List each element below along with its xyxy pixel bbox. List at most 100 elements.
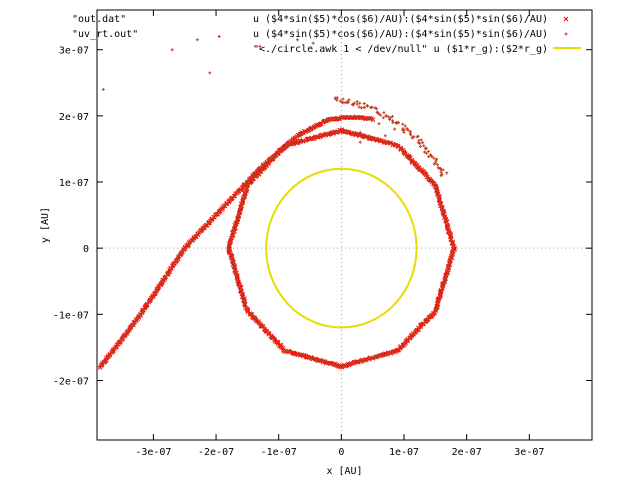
data-point-plus: [446, 229, 450, 233]
legend-title: "out.dat": [72, 14, 126, 25]
data-point-plus: [254, 174, 258, 178]
data-point-plus: [425, 317, 429, 321]
data-point-plus: [249, 313, 253, 317]
legend: "out.dat" u ($4*sin($5)*cos($6)/AU):($4*s…: [72, 14, 581, 55]
data-point-plus: [452, 245, 456, 249]
data-point-plus: [380, 352, 384, 356]
data-point-plus: [282, 348, 286, 352]
data-point-plus: [379, 138, 383, 142]
data-point-plus: [413, 332, 417, 336]
data-point-plus: [421, 322, 425, 326]
data-point-plus: [347, 98, 351, 102]
data-point-plus: [418, 168, 422, 172]
data-point-plus: [334, 129, 338, 133]
data-point-plus: [238, 211, 242, 215]
data-point-plus: [208, 71, 212, 75]
data-point-plus: [97, 365, 101, 369]
data-point-plus: [425, 151, 429, 155]
data-point-plus: [338, 365, 342, 369]
data-point-plus: [331, 129, 335, 133]
data-point-plus: [442, 284, 446, 288]
data-point-plus: [439, 296, 443, 300]
data-point-plus: [271, 157, 275, 161]
data-point-plus: [291, 137, 295, 141]
data-point-plus: [430, 313, 434, 317]
data-point-plus: [274, 152, 278, 156]
data-point-plus: [317, 121, 321, 125]
y-tick-label: 0: [83, 244, 89, 255]
data-point-plus: [232, 266, 236, 270]
data-point-plus: [177, 253, 181, 257]
data-point-plus: [248, 180, 252, 184]
data-point-plus: [146, 301, 150, 305]
legend-marker-x: [563, 16, 569, 22]
data-point-plus: [294, 142, 298, 146]
data-point-plus: [409, 133, 413, 137]
data-point-plus: [334, 97, 338, 101]
data-point-plus: [272, 154, 276, 158]
data-point-plus: [372, 355, 376, 359]
data-point-plus: [186, 243, 190, 247]
data-point-plus: [312, 357, 316, 361]
data-point-plus: [257, 321, 261, 325]
data-point-plus: [368, 135, 372, 139]
data-point-plus: [276, 151, 280, 155]
data-point-plus: [184, 246, 188, 250]
data-point-plus: [335, 364, 339, 368]
data-point-plus: [292, 140, 296, 144]
data-point-plus: [351, 361, 355, 365]
data-point-plus: [345, 365, 349, 369]
data-point-plus: [239, 210, 243, 214]
data-point-plus: [439, 205, 443, 209]
data-point-plus: [368, 137, 372, 141]
data-point-plus: [442, 208, 446, 212]
legend-expression: u ($4*sin($5)*cos($6)/AU):($4*sin($5)*si…: [253, 29, 548, 40]
data-point-plus: [299, 352, 303, 356]
data-point-plus: [449, 234, 453, 238]
data-point-plus: [225, 202, 229, 206]
data-point-plus: [141, 308, 145, 312]
data-point-plus: [135, 319, 139, 323]
data-point-plus: [204, 223, 208, 227]
data-point-plus: [381, 141, 385, 145]
data-point-plus: [435, 307, 439, 311]
data-point-plus: [401, 128, 405, 132]
y-tick-label: 1e-07: [59, 178, 89, 189]
data-point-plus: [324, 119, 328, 123]
series-3: [265, 167, 418, 329]
data-point-plus: [240, 296, 244, 300]
data-point-plus: [127, 330, 131, 334]
data-point-plus: [451, 250, 455, 254]
data-point-plus: [232, 231, 236, 235]
data-point-plus: [413, 160, 417, 164]
data-point-plus: [396, 121, 400, 125]
data-point-plus: [245, 179, 249, 183]
data-point-plus: [424, 147, 428, 151]
data-point-plus: [362, 105, 366, 109]
data-point-plus: [447, 261, 451, 265]
data-point-plus: [313, 126, 317, 130]
data-point-plus: [389, 351, 393, 355]
data-point-plus: [294, 135, 298, 139]
data-point-plus: [240, 288, 244, 292]
data-point-plus: [132, 321, 136, 325]
data-point-plus: [411, 135, 415, 139]
data-point-plus: [257, 171, 261, 175]
data-point-plus: [373, 106, 377, 110]
data-point-plus: [417, 139, 421, 143]
data-point-plus: [341, 128, 345, 132]
data-point-plus: [290, 142, 294, 146]
data-point-plus: [423, 320, 427, 324]
data-point-plus: [170, 48, 174, 52]
y-axis-label: y [AU]: [40, 207, 51, 243]
data-point-plus: [408, 158, 412, 162]
data-point-plus: [243, 298, 247, 302]
data-point-plus: [446, 225, 450, 229]
data-point-plus: [229, 197, 233, 201]
data-point-plus: [315, 125, 319, 129]
data-point-plus: [345, 129, 349, 133]
data-point-plus: [116, 341, 120, 345]
data-point-plus: [159, 283, 163, 287]
data-point-plus: [408, 130, 412, 134]
